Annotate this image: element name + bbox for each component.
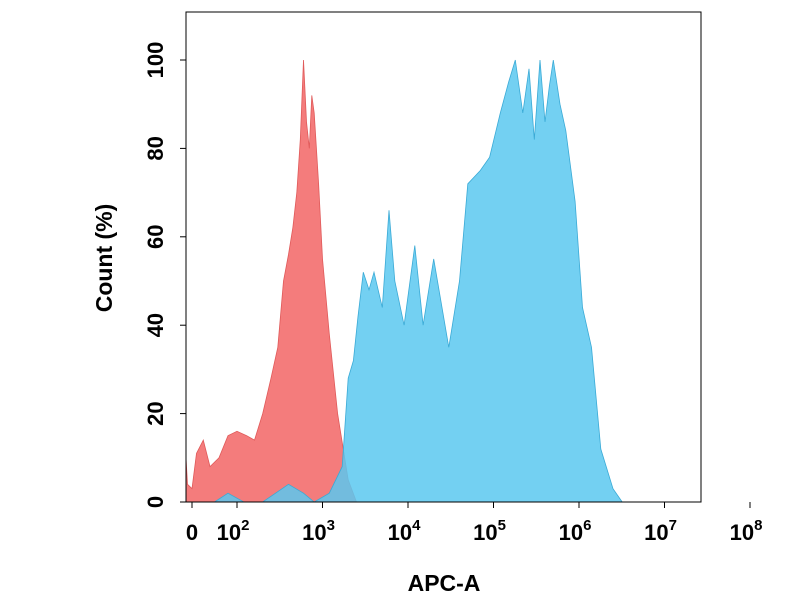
x-tick-label: 104 bbox=[388, 517, 421, 545]
x-axis-title: APC-A bbox=[408, 570, 481, 596]
x-tick-exponent: 7 bbox=[669, 517, 677, 534]
plot-frame bbox=[185, 11, 702, 503]
y-tick-label: 60 bbox=[143, 225, 168, 249]
y-tick-label: 0 bbox=[143, 496, 168, 508]
y-axis: 0 20 40 60 80 100 bbox=[143, 42, 186, 508]
x-tick-label: 0 bbox=[186, 520, 198, 545]
y-tick-label: 20 bbox=[143, 401, 168, 425]
x-tick-exponent: 8 bbox=[754, 517, 762, 534]
histogram-area-red bbox=[185, 59, 357, 503]
y-tick-label: 80 bbox=[143, 136, 168, 160]
x-tick-label: 107 bbox=[644, 517, 677, 545]
y-axis-title: Count (%) bbox=[91, 204, 117, 313]
x-tick-exponent: 5 bbox=[498, 517, 506, 534]
x-axis: 0 102 103 104 105 106 107 108 bbox=[186, 502, 763, 545]
y-tick-label: 100 bbox=[143, 42, 168, 79]
x-tick-exponent: 3 bbox=[327, 517, 335, 534]
histogram-area-blue bbox=[213, 59, 623, 503]
histogram-areas bbox=[185, 59, 623, 503]
x-tick-label: 106 bbox=[559, 517, 592, 545]
x-tick-exponent: 4 bbox=[412, 517, 421, 534]
x-tick-label: 102 bbox=[217, 517, 250, 545]
y-tick-label: 40 bbox=[143, 313, 168, 337]
x-tick-label: 108 bbox=[730, 517, 763, 545]
x-tick-label: 105 bbox=[473, 517, 506, 545]
x-tick-exponent: 2 bbox=[241, 517, 249, 534]
x-tick-label: 103 bbox=[302, 517, 335, 545]
x-tick-exponent: 6 bbox=[583, 517, 591, 534]
